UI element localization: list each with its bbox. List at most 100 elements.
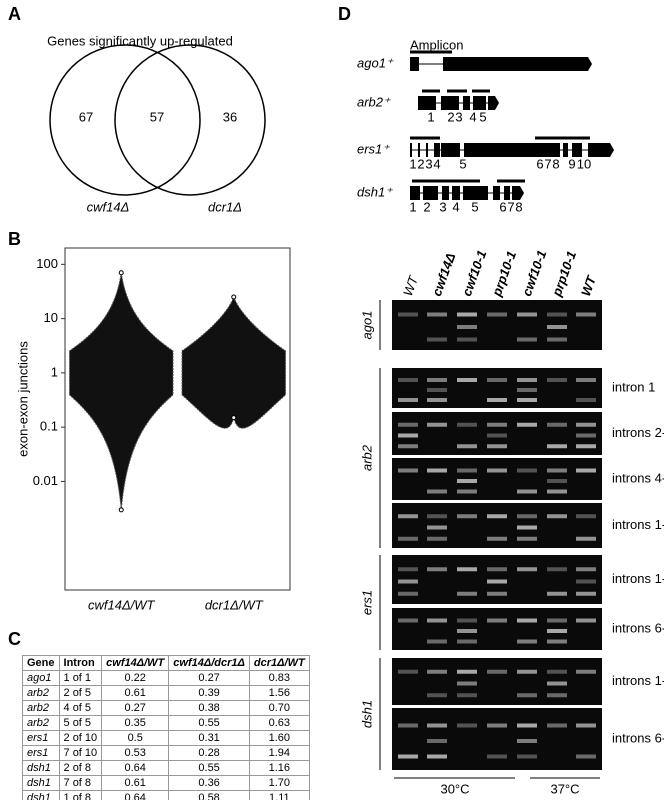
swarm-cloud [181,295,286,429]
exon [410,186,420,200]
exon-number: 1 [409,199,416,214]
y-tick-label: 100 [36,256,58,271]
exon [464,143,560,157]
exon [442,186,449,200]
table-header-row: Gene Intron cwf14Δ/WT cwf14Δ/dcr1Δ dcr1Δ/WT [22,655,310,671]
exon [423,186,438,200]
table-cell: arb2 [22,685,60,701]
gel-band [517,422,537,427]
table-cell: 7 of 10 [58,745,103,761]
gel-band [517,639,537,644]
venn-circle [49,44,201,196]
table-row: arb2 4 of 5 0.27 0.38 0.70 [22,700,310,716]
gel-band [487,579,507,584]
exon [434,143,440,157]
table-cell: 0.38 [168,700,250,716]
exon-number: 5 [479,109,486,124]
gel-band [487,378,507,382]
exon-number: 2 [423,199,430,214]
swarm-min [231,415,237,421]
panel-intron-label: introns 6-10 [612,620,664,635]
lane-label: WT [578,273,599,298]
swarm-cloud [69,272,174,510]
exon-number: 7 [544,156,551,171]
gel-band [547,444,567,449]
venn-label: cwf14Δ [87,199,130,214]
gene-name: arb2⁺ [357,94,391,109]
panel-intron-label: introns 4-5 [612,470,664,485]
panel-label: B [8,229,21,249]
gel-band [576,754,596,759]
exon-number: 4 [469,109,476,124]
gel-band [398,723,418,728]
gel-band [547,312,567,317]
gel-band [487,312,507,317]
gel-band [517,536,537,541]
gel-band [576,378,596,382]
gel-band [576,468,596,473]
table-cell: 1.11 [248,790,310,800]
table-row: arb2 2 of 5 0.61 0.39 1.56 [22,685,310,701]
exon-number: 4 [452,199,459,214]
gel-band [517,693,537,698]
table-row: dsh1 7 of 8 0.61 0.36 1.70 [22,775,310,791]
gel-band [547,618,567,623]
table-cell: 4 of 5 [58,700,103,716]
gel-band [547,422,567,427]
exon [410,143,412,157]
exon [418,96,436,110]
exon [493,186,500,200]
gel-band [487,669,507,674]
gel-band [457,468,477,473]
gel-band [576,433,596,438]
exon [426,143,428,157]
table-cell: 0.70 [248,700,310,716]
gel-band [487,618,507,623]
table-header-cell: Gene [22,655,60,671]
gel-band [547,693,567,698]
exon-number: 1 [427,109,434,124]
gel-image [392,458,602,500]
table-cell: 1.70 [248,775,310,791]
table-cell: 0.31 [168,730,250,746]
gel-gene: ers1 [359,590,374,615]
gel-band [517,337,537,342]
exon-number: 9 [568,156,575,171]
gel-band [398,536,418,541]
gel-band [547,669,567,674]
gel-image [392,300,602,350]
gel-band [547,468,567,473]
gel-band [576,444,596,449]
y-tick-label: 1 [51,364,58,379]
gel-band [517,525,537,530]
panel-intron-label: introns 1-5 [612,517,664,532]
table-row: ers1 7 of 10 0.53 0.28 1.94 [22,745,310,761]
gel-band [457,693,477,698]
table-cell: 5 of 5 [58,715,103,731]
table-header-cell: cwf14Δ/dcr1Δ [168,655,250,671]
exon [441,96,459,110]
gel-band [517,388,537,392]
gel-band [517,398,537,402]
exon-number: 5 [459,156,466,171]
gel-band [398,433,418,438]
gel-band [517,378,537,382]
gel-band [547,489,567,494]
gel-band [487,754,507,759]
exon-number: 8 [515,199,522,214]
table-cell: 0.35 [101,715,170,731]
gel-band [457,514,477,519]
exon-number: 6 [499,199,506,214]
exon-number: 2 [447,109,454,124]
lane-label: prp10-1 [549,249,580,299]
gel-band [517,754,537,759]
table-cell: 7 of 8 [58,775,103,791]
exon-end [488,96,499,110]
y-tick-label: 0.1 [40,419,58,434]
gel-band [487,444,507,449]
gel-band [576,536,596,541]
exon-number: 7 [507,199,514,214]
gel-band [427,378,447,382]
gel-band [398,398,418,402]
